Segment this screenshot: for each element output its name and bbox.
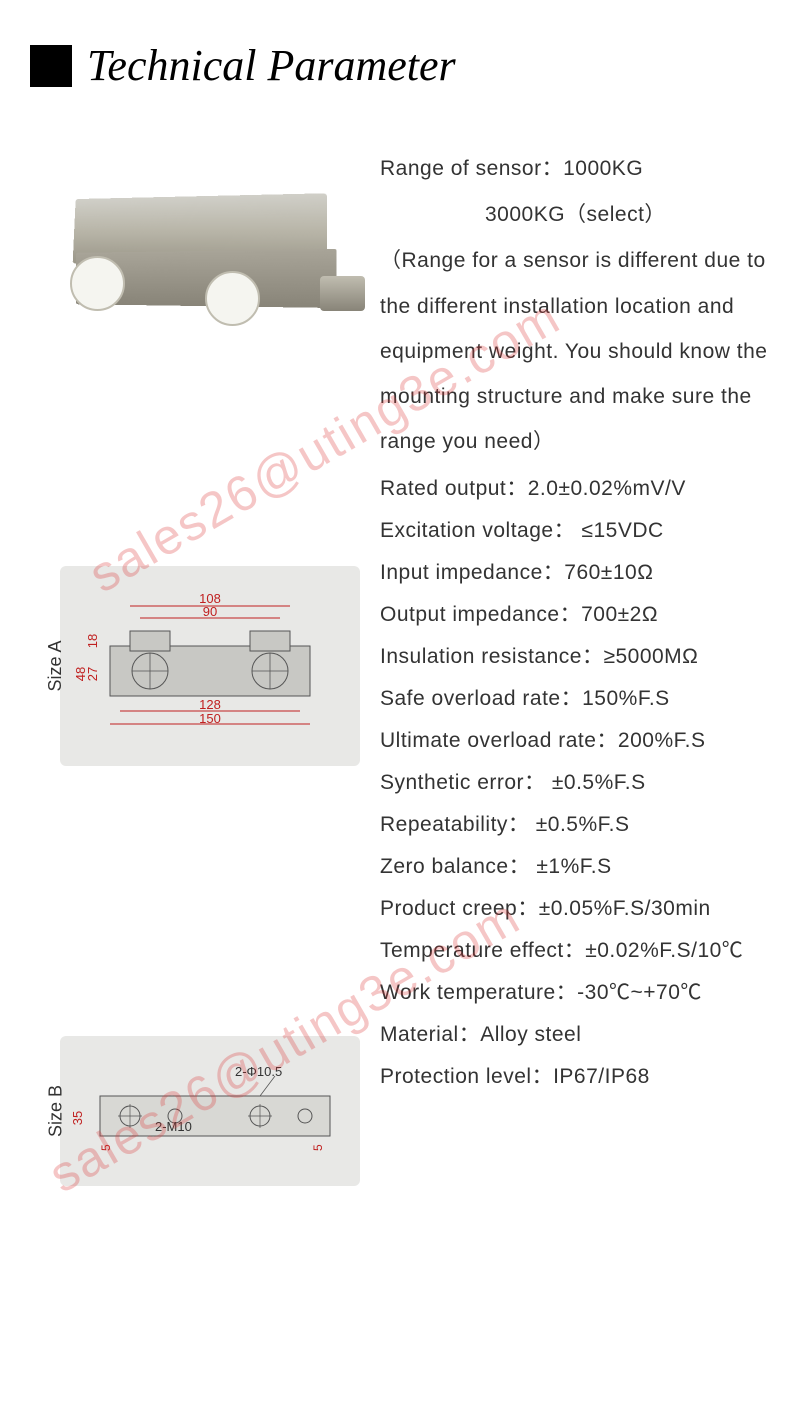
spec-text: Range of sensor：1000KG 3000KG（select） （R…	[380, 146, 770, 1186]
spec-line: Rated output：2.0±0.02%mV/V	[380, 468, 770, 510]
dim-5a: 5	[99, 1144, 113, 1151]
spec-line: Synthetic error： ±0.5%F.S	[380, 762, 770, 804]
dim-thread: 2-M10	[155, 1119, 192, 1134]
spec-line: Safe overload rate：150%F.S	[380, 678, 770, 720]
size-b-diagram: Size B 2-Φ10.5 2-M10 35 5 5	[60, 1036, 360, 1186]
spec-line: Ultimate overload rate：200%F.S	[380, 720, 770, 762]
spec-line: Protection level：IP67/IP68	[380, 1056, 770, 1098]
range-line2: 3000KG（select）	[380, 192, 770, 238]
dim-27: 27	[85, 667, 100, 681]
dim-18: 18	[85, 634, 100, 648]
dim-150: 150	[199, 711, 221, 726]
spec-line: Insulation resistance：≥5000MΩ	[380, 636, 770, 678]
spec-line: Product creep：±0.05%F.S/30min	[380, 888, 770, 930]
range-note: （Range for a sensor is different due to …	[380, 238, 770, 464]
spec-line: Temperature effect：±0.02%F.S/10℃	[380, 930, 770, 972]
dim-35: 35	[70, 1111, 85, 1125]
size-a-diagram: Size A 108 90 48 27 18	[60, 566, 360, 766]
spec-line: Excitation voltage： ≤15VDC	[380, 510, 770, 552]
product-photo	[30, 146, 360, 376]
dim-90: 90	[203, 604, 217, 619]
header-square-icon	[30, 45, 72, 87]
dim-5b: 5	[311, 1144, 325, 1151]
page-title: Technical Parameter	[87, 40, 456, 91]
spec-line: Input impedance：760±10Ω	[380, 552, 770, 594]
spec-line: Repeatability： ±0.5%F.S	[380, 804, 770, 846]
dim-128: 128	[199, 697, 221, 712]
dim-hole: 2-Φ10.5	[235, 1064, 282, 1079]
spec-line: Output impedance：700±2Ω	[380, 594, 770, 636]
spec-line: Zero balance： ±1%F.S	[380, 846, 770, 888]
range-line1: Range of sensor：1000KG	[380, 146, 770, 192]
spec-line: Material：Alloy steel	[380, 1014, 770, 1056]
spec-line: Work temperature：-30℃~+70℃	[380, 972, 770, 1014]
